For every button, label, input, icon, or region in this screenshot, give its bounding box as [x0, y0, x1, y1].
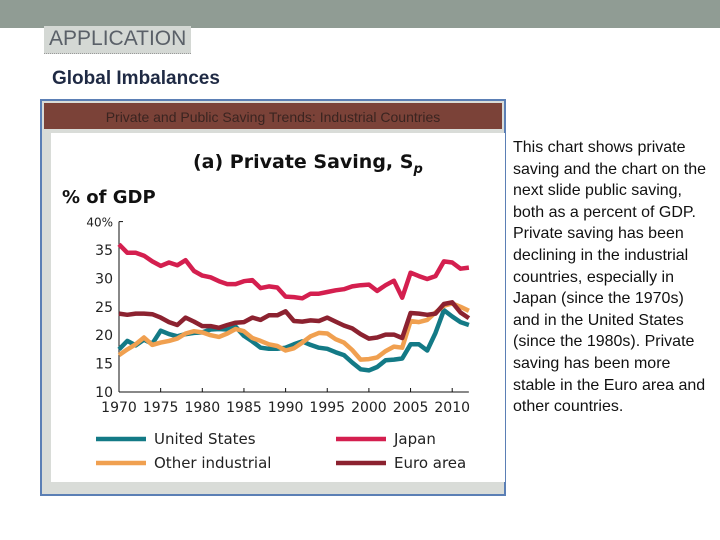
x-tick-label: 1985	[226, 400, 262, 416]
x-tick-label: 1990	[268, 400, 304, 416]
series-line-japan	[117, 242, 470, 301]
y-tick-label: 20	[95, 328, 113, 344]
y-tick-label: 30	[95, 271, 113, 287]
series-line-other-industrial	[117, 301, 470, 362]
section-label: APPLICATION	[44, 26, 192, 54]
x-tick-label: 2005	[393, 400, 429, 416]
line-chart: (a) Private Saving, Sp % of GDP 10 15 20 25…	[62, 151, 471, 472]
x-tick-label: 1975	[143, 400, 179, 416]
y-tick-label: 10	[95, 385, 113, 401]
slide-title: Global Imbalances	[52, 68, 220, 89]
chart-title: (a) Private Saving, Sp	[193, 151, 423, 177]
top-bar	[0, 0, 720, 28]
x-tick-label: 2010	[434, 400, 470, 416]
x-tick-label: 2000	[351, 400, 387, 416]
x-tick-label: 1970	[101, 400, 137, 416]
y-tick-label: 35	[95, 243, 113, 259]
series-line-euro-area	[118, 300, 471, 341]
legend-label: Japan	[393, 430, 436, 448]
description-text: This chart shows private saving and the …	[513, 139, 707, 416]
y-tick-label: 40%	[86, 216, 113, 230]
y-tick-label: 25	[95, 300, 113, 316]
legend-label: Other industrial	[154, 454, 271, 472]
chart-area: (a) Private Saving, Sp % of GDP 10 15 20 25…	[51, 133, 505, 482]
legend-label: Euro area	[394, 454, 466, 472]
y-tick-label: 15	[95, 357, 113, 373]
y-axis-label: % of GDP	[62, 187, 156, 208]
chart-panel: Private and Public Saving Trends: Indust…	[40, 99, 506, 496]
x-tick-label: 1980	[184, 400, 220, 416]
panel-title: Private and Public Saving Trends: Indust…	[44, 103, 502, 129]
x-tick-label: 1995	[309, 400, 345, 416]
legend-label: United States	[154, 430, 256, 448]
